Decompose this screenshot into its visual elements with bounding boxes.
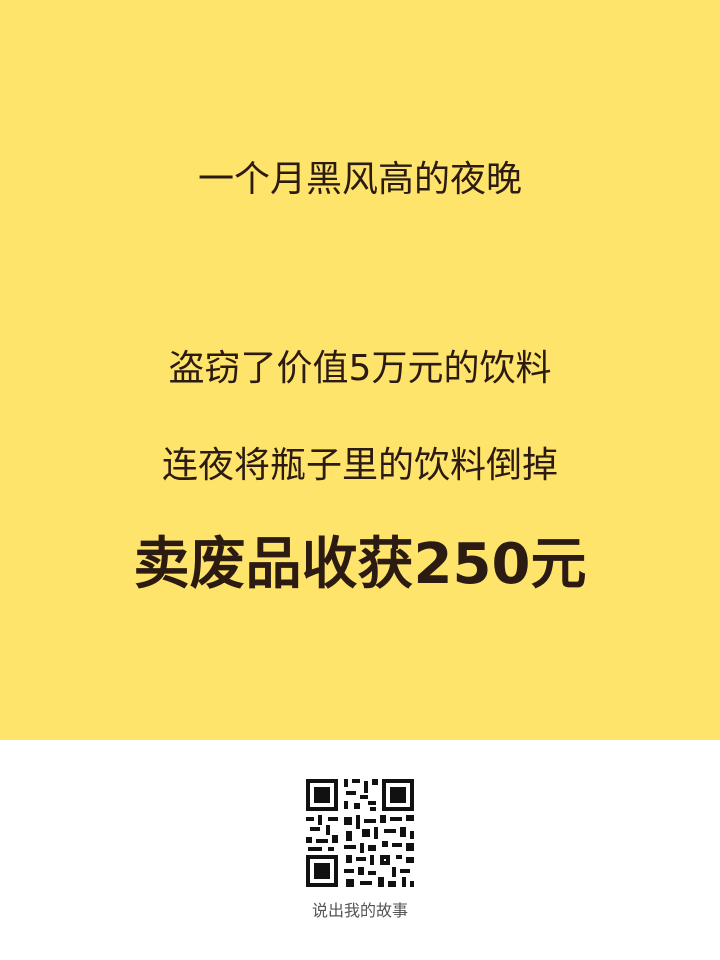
story-punchline: 卖废品收获250元 — [133, 532, 587, 597]
story-line-1: 一个月黑风高的夜晚 — [197, 159, 522, 200]
story-line-3: 连夜将瓶子里的饮料倒掉 — [161, 445, 558, 486]
footer-caption: 说出我的故事 — [311, 901, 408, 920]
qr-code-icon[interactable] — [304, 777, 416, 889]
story-card: 一个月黑风高的夜晚 盗窃了价值5万元的饮料 连夜将瓶子里的饮料倒掉 卖废品收获2… — [0, 0, 720, 740]
story-line-2: 盗窃了价值5万元的饮料 — [168, 348, 552, 389]
